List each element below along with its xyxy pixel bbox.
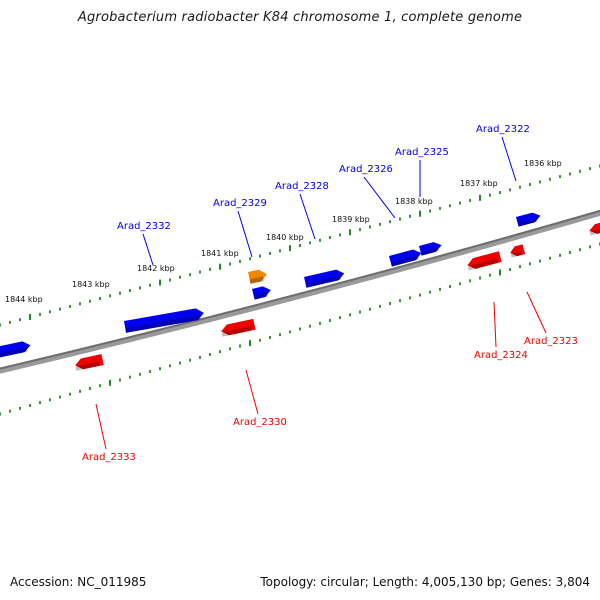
- gene-arrow-forward: [0, 341, 31, 358]
- gene-arrow-forward: [419, 242, 442, 256]
- gene-leader-line: [363, 176, 396, 219]
- gene-label: Arad_2325: [395, 147, 449, 158]
- ruler-label: 1844 kbp: [5, 295, 43, 304]
- gene-label: Arad_2323: [524, 336, 578, 347]
- accession-text: Accession: NC_011985: [10, 575, 147, 589]
- ruler-label: 1840 kbp: [266, 233, 304, 242]
- ruler-labels: 1844 kbp 1843 kbp 1842 kbp 1841 kbp 1840 kbp…: [5, 159, 562, 304]
- gene-arrow-other: [248, 269, 267, 284]
- gene-arrow-forward: [252, 286, 271, 300]
- gene-leader-line: [237, 210, 253, 258]
- gene-label: Arad_2322: [476, 124, 530, 135]
- gene-leader-line: [95, 403, 107, 450]
- backbone: [0, 209, 600, 374]
- ruler-label: 1839 kbp: [332, 215, 370, 224]
- gene-label: Arad_2328: [275, 181, 329, 192]
- map-title: Agrobacterium radiobacter K84 chromosome…: [77, 10, 523, 25]
- upper-tick-ring: [0, 164, 600, 327]
- gene-arrow-reverse: [510, 244, 526, 258]
- gene-label: Arad_2326: [339, 164, 393, 175]
- gene-label: Arad_2324: [474, 350, 528, 361]
- gene-label: Arad_2333: [82, 452, 136, 463]
- gene-arrow-forward: [304, 269, 345, 288]
- gene-label: Arad_2332: [117, 221, 171, 232]
- ruler-label: 1841 kbp: [201, 249, 239, 258]
- ruler-label: 1836 kbp: [524, 159, 562, 168]
- gene-arrow-forward: [389, 249, 422, 267]
- gene-arrow-reverse: [75, 354, 104, 371]
- ruler-label: 1843 kbp: [72, 280, 110, 289]
- gene-leader-line: [493, 301, 497, 348]
- gene-label: Arad_2330: [233, 417, 287, 428]
- lower-tick-ring: [0, 242, 600, 416]
- gene-arrow-reverse: [589, 220, 600, 236]
- gene-arrow-reverse: [467, 251, 502, 271]
- gene-arrow-forward: [516, 212, 541, 227]
- gene-arrow-reverse: [221, 318, 256, 337]
- genome-summary-text: Topology: circular; Length: 4,005,130 bp…: [260, 575, 590, 589]
- gene-leader-line: [299, 193, 316, 240]
- gene-leader-line: [142, 233, 154, 266]
- gene-leader-line: [501, 136, 517, 182]
- gene-arrow-forward: [124, 308, 204, 333]
- ruler-label: 1837 kbp: [460, 179, 498, 188]
- gene-features: [0, 212, 600, 371]
- gene-leader-line: [245, 369, 259, 415]
- gene-label: Arad_2329: [213, 198, 267, 209]
- gene-leader-line: [526, 291, 547, 334]
- ruler-label: 1838 kbp: [395, 197, 433, 206]
- ruler-label: 1842 kbp: [137, 264, 175, 273]
